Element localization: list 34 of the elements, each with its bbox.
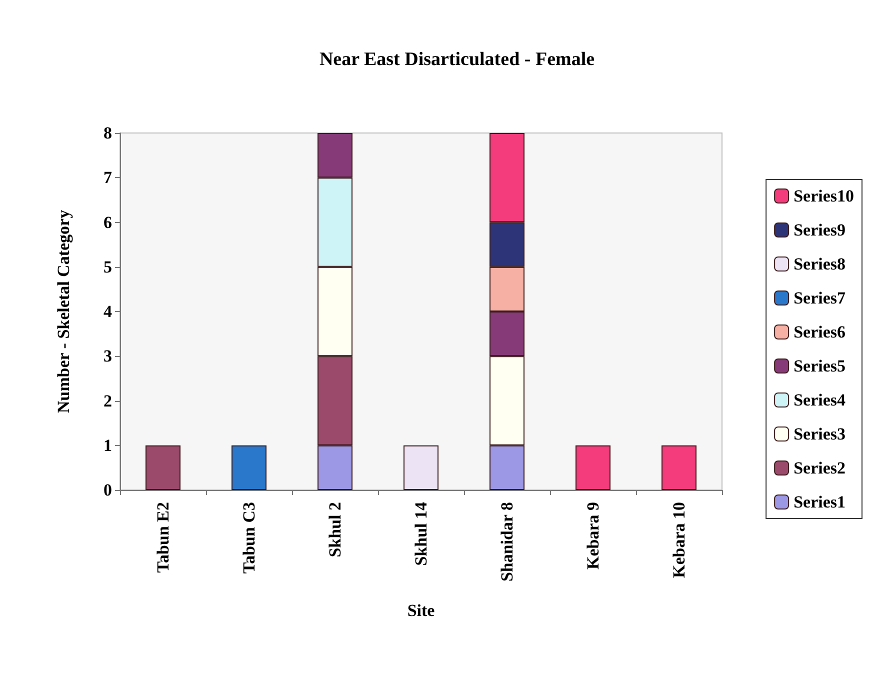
- x-tick-label: Skhul 14: [412, 502, 430, 566]
- legend-label: Series10: [794, 186, 854, 206]
- y-tick-label: 0: [104, 480, 112, 500]
- bar: [662, 445, 696, 490]
- legend-label: Series5: [794, 356, 846, 376]
- bar: [146, 445, 180, 490]
- legend-label: Series1: [794, 492, 846, 512]
- legend-label: Series3: [794, 424, 846, 444]
- x-tick-label: Skhul 2: [326, 502, 344, 558]
- legend-label: Series4: [794, 390, 846, 410]
- x-tick-label: Kebara 10: [670, 502, 688, 578]
- legend-label: Series8: [794, 254, 846, 274]
- x-tick-label: Tabun E2: [154, 502, 172, 573]
- legend-label: Series7: [794, 288, 846, 308]
- bar: [404, 445, 438, 490]
- chart-title: Near East Disarticulated - Female: [319, 49, 595, 70]
- bar: [232, 445, 266, 490]
- x-tick-label: Tabun C3: [240, 502, 258, 574]
- y-axis-title: Number - Skeletal Category: [54, 209, 73, 414]
- x-tick-label: Shanidar 8: [498, 502, 516, 582]
- bar: [576, 445, 610, 490]
- x-axis-title: Site: [407, 601, 436, 620]
- y-tick-label: 7: [104, 168, 112, 188]
- y-tick-label: 5: [104, 257, 112, 276]
- y-tick-label: 4: [104, 302, 112, 321]
- legend-label: Series2: [794, 458, 846, 478]
- x-tick-label: Kebara 9: [584, 502, 602, 570]
- legend-label: Series9: [794, 220, 846, 240]
- legend-label: Series6: [794, 322, 846, 342]
- y-tick-label: 6: [104, 212, 112, 232]
- y-tick-label: 8: [104, 124, 112, 142]
- y-tick-label: 2: [104, 391, 112, 410]
- y-tick-label: 3: [104, 346, 112, 366]
- y-tick-label: 1: [104, 436, 112, 455]
